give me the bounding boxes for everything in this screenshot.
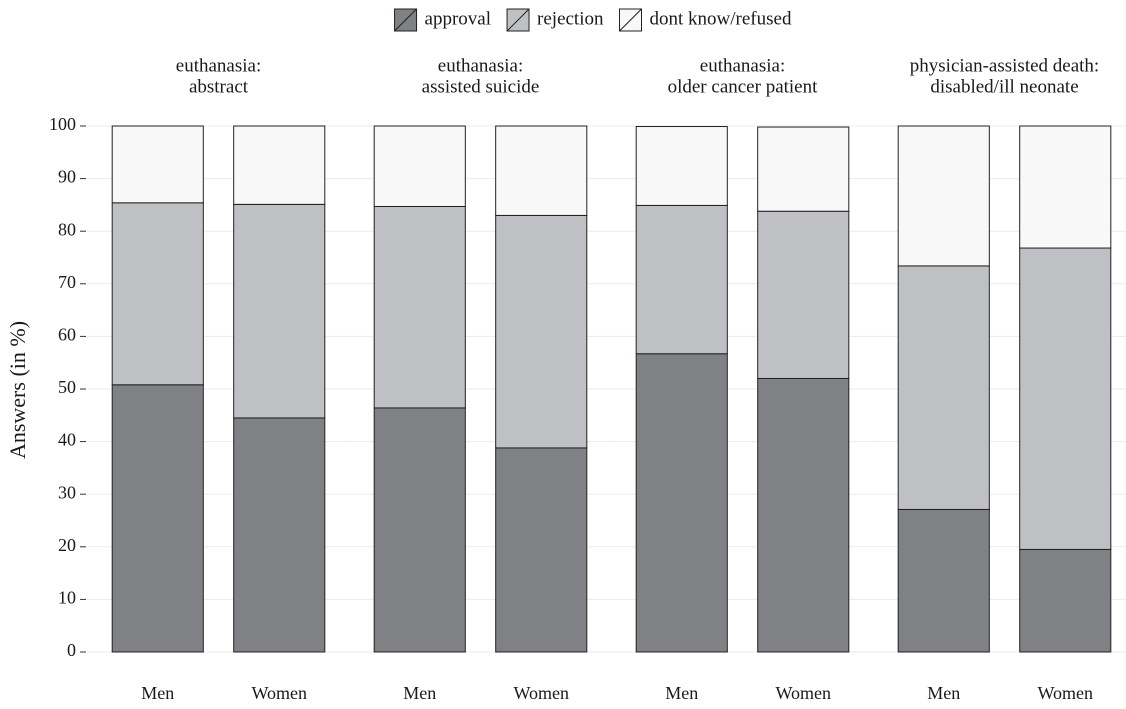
bar-segment bbox=[111, 202, 204, 386]
legend-label: approval bbox=[425, 8, 491, 29]
x-tick-label: Men bbox=[141, 683, 174, 703]
x-tick-label: Women bbox=[513, 683, 569, 703]
facet-title: disabled/ill neonate bbox=[930, 76, 1078, 97]
legend-key-stroke bbox=[394, 8, 417, 32]
facet-title: euthanasia: bbox=[176, 55, 261, 76]
bar-segment bbox=[495, 214, 588, 449]
bar-segment bbox=[495, 125, 588, 216]
bar-segment bbox=[1019, 125, 1112, 249]
bar-segment bbox=[111, 125, 204, 204]
y-tick-label: 80 bbox=[58, 219, 76, 239]
facet-title: euthanasia: bbox=[700, 55, 785, 76]
y-tick-label: 70 bbox=[58, 272, 76, 292]
y-tick-label: 20 bbox=[58, 535, 76, 555]
bar-segment bbox=[897, 508, 990, 653]
bar-segment bbox=[635, 353, 728, 653]
x-tick-label: Men bbox=[927, 683, 960, 703]
y-tick-label: 40 bbox=[58, 430, 76, 450]
bar-segment bbox=[1019, 548, 1112, 653]
y-axis-label: Answers (in %) bbox=[5, 321, 30, 459]
bar-segment bbox=[635, 126, 728, 206]
y-tick-label: 100 bbox=[49, 114, 76, 134]
bar-segment bbox=[495, 447, 588, 653]
facet-title: euthanasia: bbox=[438, 55, 523, 76]
x-tick-label: Women bbox=[251, 683, 307, 703]
facet-title: assisted suicide bbox=[422, 76, 540, 97]
legend-label: rejection bbox=[537, 8, 604, 29]
x-tick-label: Women bbox=[775, 683, 831, 703]
bar-segment bbox=[757, 126, 850, 212]
facet-title: abstract bbox=[189, 76, 249, 97]
bar-segment bbox=[233, 125, 326, 205]
bar-segment bbox=[373, 407, 466, 653]
y-tick-label: 30 bbox=[58, 482, 76, 502]
x-tick-label: Women bbox=[1037, 683, 1093, 703]
y-tick-label: 10 bbox=[58, 588, 76, 608]
facet-title: physician-assisted death: bbox=[910, 55, 1099, 76]
legend-label: dont know/refused bbox=[650, 8, 792, 29]
bar-segment bbox=[1019, 247, 1112, 550]
bar-segment bbox=[233, 203, 326, 419]
bar-segment bbox=[897, 265, 990, 510]
bar-segment bbox=[373, 125, 466, 207]
x-tick-label: Men bbox=[403, 683, 436, 703]
y-tick-label: 0 bbox=[67, 640, 76, 660]
bar-segment bbox=[111, 384, 204, 653]
x-tick-label: Men bbox=[665, 683, 698, 703]
facet-title: older cancer patient bbox=[668, 76, 819, 97]
y-tick-label: 50 bbox=[58, 377, 76, 397]
legend-key-stroke bbox=[619, 8, 642, 32]
bar-segment bbox=[757, 377, 850, 653]
bar-segment bbox=[757, 210, 850, 379]
y-tick-label: 90 bbox=[58, 167, 76, 187]
bar-segment bbox=[233, 417, 326, 653]
bar-segment bbox=[897, 125, 990, 267]
bar-segment bbox=[373, 205, 466, 409]
y-tick-label: 60 bbox=[58, 325, 76, 345]
bar-segment bbox=[635, 204, 728, 355]
legend-key-stroke bbox=[506, 8, 530, 32]
